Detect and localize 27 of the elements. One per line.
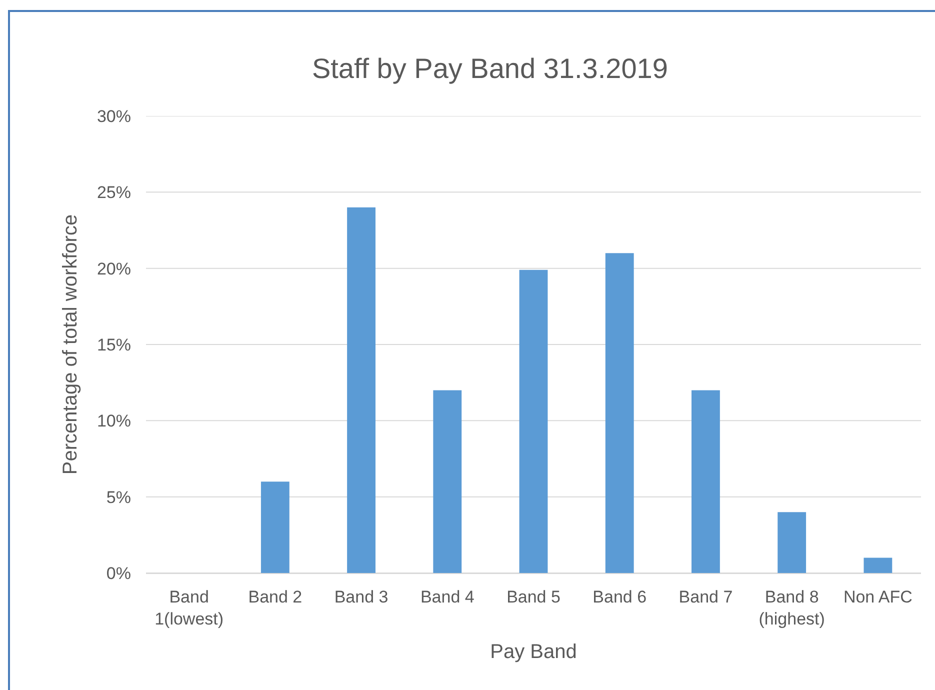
x-tick-label: Band 1(lowest) — [154, 587, 224, 628]
chart-title: Staff by Pay Band 31.3.2019 — [312, 52, 668, 84]
y-tick-label: 15% — [96, 335, 131, 354]
x-axis-title: Pay Band — [490, 641, 577, 663]
bar — [433, 390, 462, 573]
y-tick-label: 25% — [96, 183, 131, 202]
bar — [605, 253, 634, 573]
y-tick-label: 5% — [106, 488, 131, 507]
bar — [347, 207, 376, 573]
y-tick-label: 10% — [96, 412, 131, 431]
x-tick-label: Band 6 — [592, 587, 647, 606]
bar — [519, 270, 548, 573]
y-tick-label: 0% — [106, 564, 131, 583]
x-tick-label: Non AFC — [843, 587, 912, 606]
bar — [260, 482, 290, 573]
x-tick-label: Band 3 — [334, 587, 388, 606]
x-tick-label: Band 4 — [420, 587, 474, 606]
bar — [864, 558, 892, 573]
y-axis-title: Percentage of total workforce — [59, 214, 82, 475]
x-tick-label: Band 5 — [506, 587, 560, 606]
x-tick-label: Band 2 — [248, 587, 302, 606]
x-tick-label: Band 7 — [678, 587, 733, 606]
y-tick-label: 20% — [96, 259, 131, 278]
x-tick-label: Band 8 (highest) — [758, 587, 825, 628]
bar — [692, 390, 720, 573]
y-tick-label: 30% — [96, 106, 131, 126]
bar — [778, 512, 806, 573]
